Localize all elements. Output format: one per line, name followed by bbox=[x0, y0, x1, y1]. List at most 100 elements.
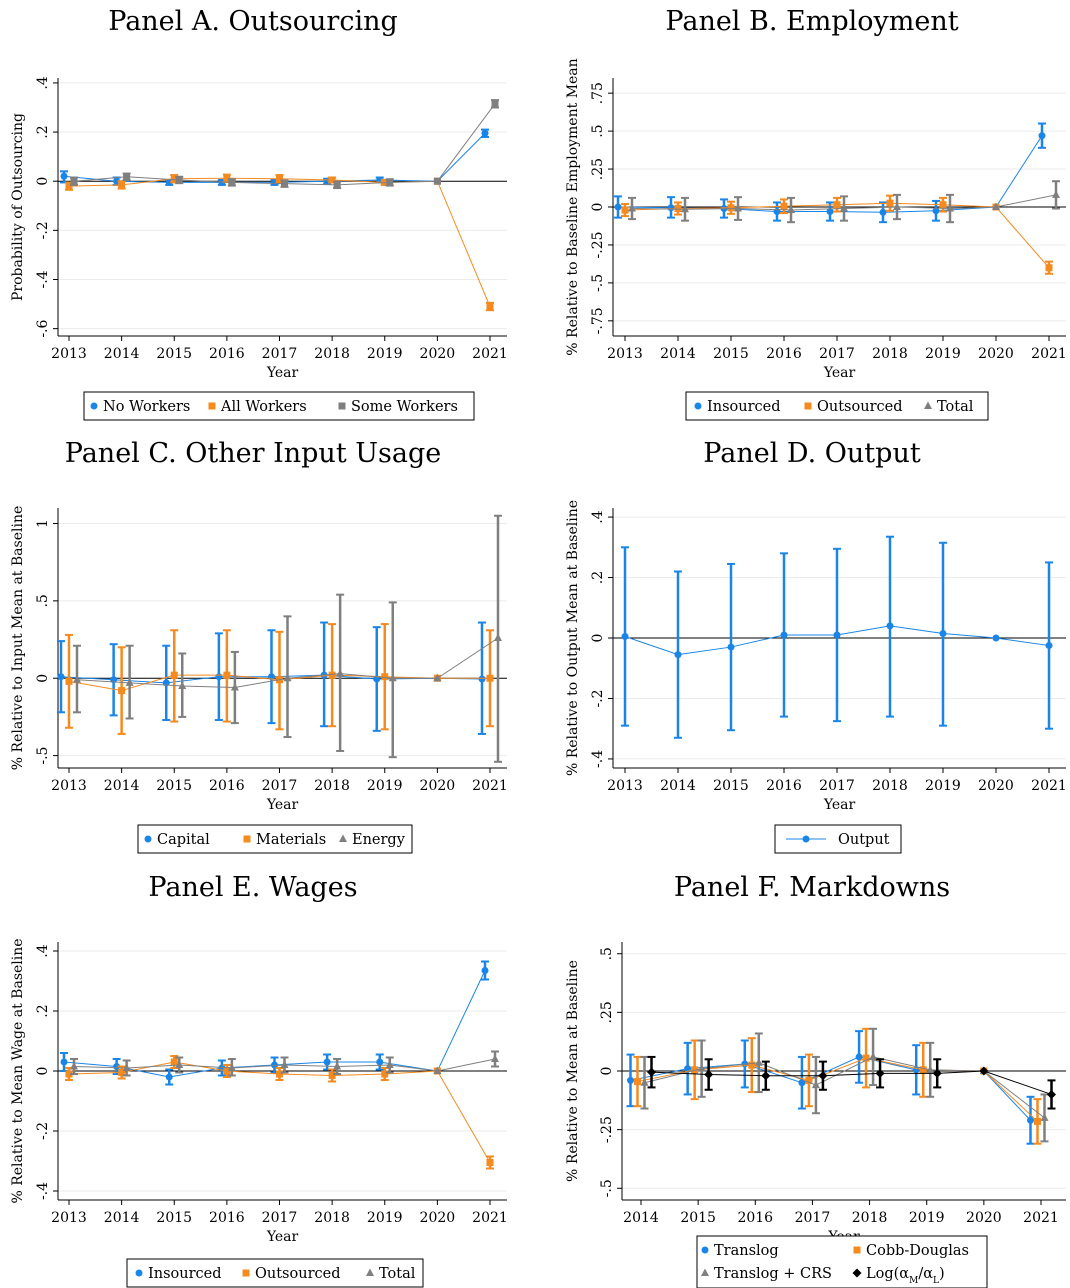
data-point bbox=[1027, 1116, 1034, 1124]
data-point bbox=[647, 1067, 656, 1077]
legend: No Workers All Workers Some Workers bbox=[83, 391, 475, 421]
y-axis-title: % Relative to Input Mean at Baseline bbox=[10, 506, 26, 770]
data-point bbox=[65, 677, 73, 685]
legend: Output bbox=[774, 824, 902, 854]
x-tick-label: 2020 bbox=[978, 778, 1014, 794]
data-point bbox=[992, 634, 1000, 642]
panel-1: Panel A. Outsourcing -.6 -.4 -.2 0 .2 .4 2013 20… bbox=[10, 6, 508, 421]
legend-marker bbox=[852, 1268, 862, 1278]
data-point bbox=[381, 1070, 389, 1078]
x-tick-label: 2021 bbox=[1031, 346, 1067, 362]
data-point bbox=[704, 1070, 714, 1080]
x-tick-label: 2021 bbox=[472, 1210, 508, 1226]
x-tick-label: 2015 bbox=[713, 778, 749, 794]
x-tick-label: 2016 bbox=[209, 346, 245, 362]
data-point bbox=[223, 1067, 231, 1075]
data-point bbox=[697, 1064, 706, 1072]
x-tick-label: 2013 bbox=[51, 346, 87, 362]
x-tick-label: 2015 bbox=[713, 346, 749, 362]
series-outsourced bbox=[621, 194, 1053, 275]
y-axis-title: % Relative to Mean at Baseline bbox=[565, 960, 581, 1182]
y-tick-label: -.25 bbox=[590, 231, 606, 258]
x-axis-title: Year bbox=[266, 797, 299, 813]
data-point bbox=[748, 1061, 756, 1069]
x-axis-title: Year bbox=[266, 365, 299, 381]
data-point bbox=[228, 178, 236, 186]
y-tick-label: -.4 bbox=[590, 750, 606, 768]
panel-6: Panel F. Markdowns -.5 -.25 0 .25 .5 2014 2015 2… bbox=[565, 872, 1066, 1288]
data-point bbox=[223, 671, 231, 679]
x-tick-label: 2016 bbox=[209, 778, 245, 794]
data-point bbox=[811, 1080, 820, 1089]
y-axis-title: % Relative to Output Mean at Baseline bbox=[565, 500, 581, 776]
data-point bbox=[486, 674, 494, 682]
panel-title: Panel E. Wages bbox=[148, 872, 357, 903]
data-point bbox=[614, 203, 622, 211]
series-outsourced bbox=[65, 1055, 494, 1170]
data-point bbox=[118, 687, 126, 695]
legend-label: Translog + CRS bbox=[714, 1266, 832, 1282]
x-tick-label: 2014 bbox=[660, 778, 696, 794]
x-tick-label: 2020 bbox=[978, 346, 1014, 362]
x-tick-label: 2013 bbox=[607, 346, 643, 362]
series-total bbox=[628, 180, 1060, 224]
data-point bbox=[826, 208, 834, 216]
legend-label: Capital bbox=[157, 832, 210, 848]
x-tick-label: 2020 bbox=[966, 1210, 1002, 1226]
x-tick-label: 2019 bbox=[367, 778, 403, 794]
data-point bbox=[992, 202, 1000, 210]
data-point bbox=[481, 967, 489, 974]
y-tick-label: 0 bbox=[599, 1067, 615, 1076]
panel-5: Panel E. Wages -.4 -.2 0 .2 .4 2013 2014 2015 201… bbox=[10, 872, 508, 1288]
data-point bbox=[674, 205, 682, 213]
x-tick-label: 2020 bbox=[420, 346, 456, 362]
panel-title: Panel F. Markdowns bbox=[674, 872, 950, 903]
legend-box bbox=[137, 824, 413, 854]
data-point bbox=[979, 1066, 989, 1076]
x-tick-label: 2016 bbox=[766, 346, 802, 362]
data-point bbox=[491, 100, 499, 108]
legend-label: Log(αM/αL) bbox=[866, 1266, 945, 1286]
x-tick-label: 2014 bbox=[104, 1210, 140, 1226]
data-point bbox=[932, 1068, 942, 1078]
x-axis-title: Year bbox=[823, 797, 856, 813]
legend-marker bbox=[338, 402, 346, 410]
y-tick-label: -.75 bbox=[590, 307, 606, 334]
data-point bbox=[798, 1079, 806, 1087]
data-point bbox=[1040, 1113, 1049, 1121]
y-tick-label: -.5 bbox=[599, 1179, 615, 1197]
data-point bbox=[1045, 642, 1053, 650]
panel-2: Panel B. Employment -.75 -.5 -.25 0 .25 .5 .75 2… bbox=[565, 6, 1067, 421]
x-tick-label: 2018 bbox=[852, 1210, 888, 1226]
data-point bbox=[634, 1078, 641, 1086]
x-tick-label: 2018 bbox=[314, 1210, 350, 1226]
x-tick-label: 2019 bbox=[367, 1210, 403, 1226]
data-point bbox=[818, 1071, 828, 1081]
data-point bbox=[175, 176, 183, 184]
x-tick-label: 2014 bbox=[660, 346, 696, 362]
data-point bbox=[886, 199, 894, 207]
data-point bbox=[486, 303, 494, 311]
x-tick-label: 2014 bbox=[104, 778, 140, 794]
series-line bbox=[644, 1056, 1045, 1119]
x-tick-label: 2017 bbox=[819, 778, 855, 794]
legend: Insourced Outsourced Total bbox=[685, 391, 989, 421]
x-tick-label: 2020 bbox=[420, 778, 456, 794]
data-point bbox=[805, 1076, 813, 1084]
series-log-m-l bbox=[647, 1055, 1056, 1110]
x-tick-label: 2019 bbox=[909, 1210, 945, 1226]
data-point bbox=[919, 1066, 927, 1074]
y-tick-label: -.6 bbox=[35, 319, 51, 337]
data-point bbox=[640, 1078, 649, 1086]
series-line bbox=[73, 103, 496, 186]
legend-marker bbox=[802, 835, 810, 843]
data-point bbox=[932, 207, 940, 215]
data-point bbox=[333, 1062, 342, 1070]
data-point bbox=[761, 1071, 771, 1081]
data-point bbox=[1045, 264, 1053, 272]
x-tick-label: 2017 bbox=[262, 778, 298, 794]
data-point bbox=[283, 673, 292, 682]
data-point bbox=[621, 632, 629, 640]
data-point bbox=[281, 180, 288, 188]
x-tick-label: 2016 bbox=[766, 778, 802, 794]
